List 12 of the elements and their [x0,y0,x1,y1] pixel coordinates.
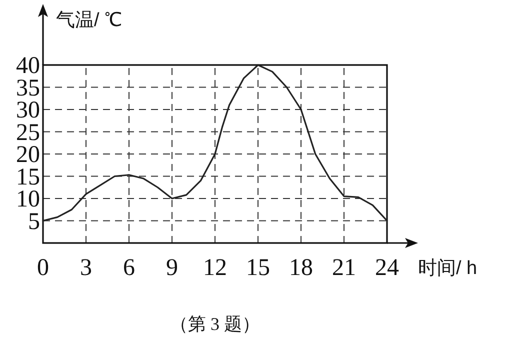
x-tick-label: 21 [332,255,356,281]
x-axis-title: 时间/ h [418,258,478,279]
x-tick-label: 6 [123,255,135,281]
x-tick-label: 3 [80,255,92,281]
x-tick-label: 18 [289,255,313,281]
text: （第 3 题） [170,314,260,334]
x-tick-label: 9 [166,255,178,281]
x-tick-label: 24 [375,255,399,281]
y-axis-title: 气温/ ℃ [56,10,123,31]
x-tick-label: 0 [37,255,49,281]
x-tick-label: 12 [203,255,227,281]
x-tick-label: 15 [246,255,270,281]
